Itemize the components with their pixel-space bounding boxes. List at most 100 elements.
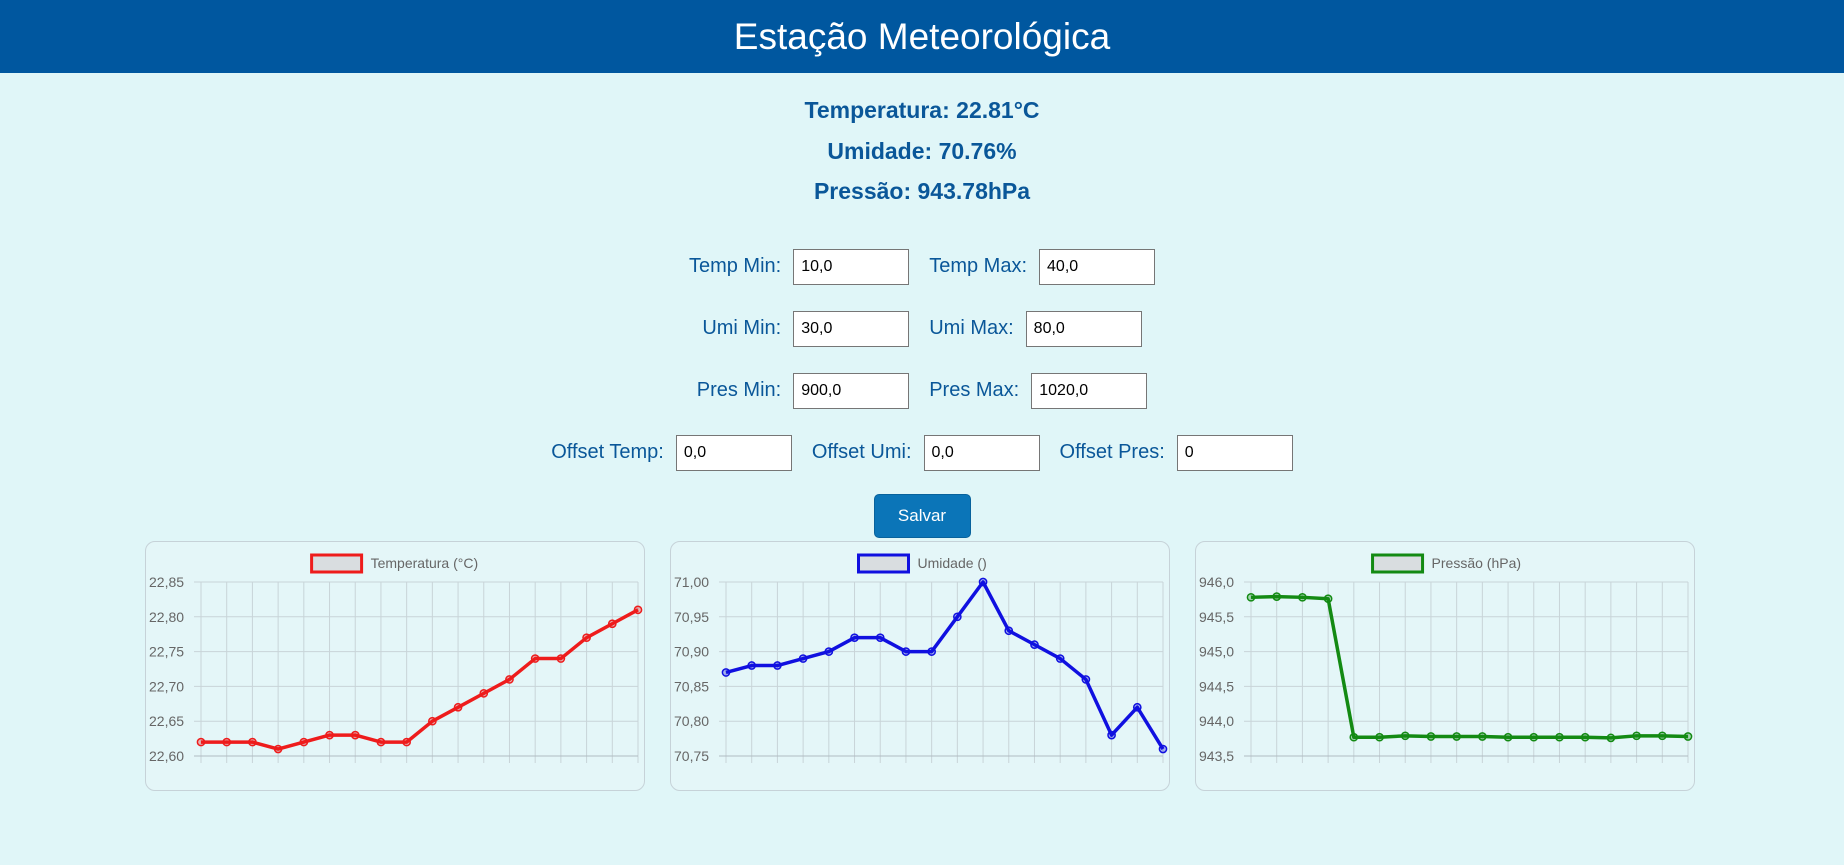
umi-min-input[interactable]	[793, 310, 910, 347]
data-point	[505, 675, 514, 684]
data-point	[927, 647, 936, 656]
data-point	[1272, 592, 1282, 601]
y-tick-label: 22,75	[149, 644, 184, 660]
data-point	[1503, 732, 1513, 742]
chart-legend: Umidade ()	[857, 553, 987, 574]
charts-area: Temperatura (°C) 22,60 22,65 22,70 22,75 22,8…	[145, 541, 1695, 791]
data-point	[798, 654, 808, 663]
legend-swatch	[1371, 553, 1425, 574]
data-point	[824, 647, 834, 656]
y-tick-label: 70,85	[674, 678, 709, 694]
data-point	[376, 737, 386, 747]
series-line	[725, 580, 1165, 750]
legend-swatch	[310, 553, 364, 574]
data-point	[582, 633, 591, 643]
data-point	[1323, 594, 1333, 604]
data-point	[875, 633, 885, 643]
settings-form: Temp Min: Temp Max: Umi Min: Umi Max: Pr…	[0, 236, 1844, 538]
data-point	[773, 661, 782, 670]
chart-grid	[1244, 581, 1689, 763]
data-point	[607, 619, 617, 629]
save-wrap: Salvar	[0, 493, 1844, 538]
app-header: Estação Meteorológica	[0, 0, 1844, 73]
temperature-reading: Temperatura: 22.81°C	[804, 97, 1040, 123]
data-point	[1555, 732, 1564, 742]
data-point	[747, 661, 757, 670]
chart-legend: Pressão (hPa)	[1371, 553, 1521, 574]
data-point	[1055, 654, 1065, 663]
data-point	[1349, 732, 1359, 742]
data-point	[1529, 732, 1539, 742]
data-point	[978, 577, 988, 587]
offsets-row: Offset Temp: Offset Umi: Offset Pres:	[0, 422, 1844, 484]
offset-temp-input[interactable]	[675, 434, 792, 471]
data-point	[299, 737, 309, 747]
offset-pres-input[interactable]	[1176, 434, 1293, 471]
umi-limits-row: Umi Min: Umi Max:	[0, 298, 1844, 360]
temp-max-field: Temp Max:	[929, 248, 1156, 285]
y-tick-label: 22,70	[149, 678, 184, 694]
data-point	[1580, 732, 1590, 742]
data-point	[850, 633, 859, 643]
data-point	[1030, 640, 1039, 649]
pres-min-label: Pres Min:	[696, 379, 782, 401]
data-point	[196, 737, 206, 747]
data-point	[325, 730, 334, 740]
humidity-chart-svg: Umidade () 70,75 70,80 70,85 70,90 70,95 71,00	[674, 553, 1168, 764]
offset-umi-label: Offset Umi:	[811, 441, 912, 463]
series-line	[201, 608, 639, 751]
offset-umi-field: Offset Umi:	[811, 434, 1040, 471]
legend-label: Pressão (hPa)	[1432, 555, 1521, 571]
data-point	[1606, 733, 1616, 743]
data-point	[1246, 592, 1256, 602]
data-point	[402, 737, 411, 747]
y-tick-label: 943,5	[1199, 748, 1234, 764]
y-tick-label: 22,80	[149, 609, 184, 625]
data-point	[633, 605, 643, 615]
data-point	[530, 654, 540, 663]
pres-min-field: Pres Min:	[696, 372, 910, 409]
data-point	[428, 716, 437, 726]
data-point	[1426, 732, 1436, 741]
y-tick-label: 22,85	[149, 574, 184, 590]
temp-max-label: Temp Max:	[929, 255, 1028, 277]
offset-pres-label: Offset Pres:	[1059, 441, 1165, 463]
data-point	[1004, 626, 1014, 636]
data-point	[901, 647, 911, 656]
data-point	[1683, 732, 1693, 741]
page-title: Estação Meteorológica	[733, 15, 1111, 57]
data-point	[1375, 732, 1384, 742]
temp-min-label: Temp Min:	[688, 255, 782, 277]
y-tick-label: 22,60	[149, 748, 184, 764]
pres-max-field: Pres Max:	[929, 372, 1148, 409]
data-point	[1478, 732, 1487, 741]
pressure-chart: Pressão (hPa) 943,5 944,0 944,5 945,0 945,5 94…	[1195, 541, 1695, 791]
y-tick-label: 70,95	[674, 609, 709, 625]
pres-limits-row: Pres Min: Pres Max:	[0, 360, 1844, 422]
data-point	[222, 737, 232, 747]
temperature-chart-svg: Temperatura (°C) 22,60 22,65 22,70 22,75 22,8…	[149, 553, 643, 764]
data-point	[248, 737, 257, 747]
data-point	[1400, 731, 1410, 741]
data-point	[1452, 732, 1461, 741]
save-button[interactable]: Salvar	[873, 493, 971, 538]
temp-min-input[interactable]	[793, 248, 910, 285]
data-point	[556, 654, 566, 663]
y-tick-label: 70,75	[674, 748, 709, 764]
legend-swatch	[857, 553, 910, 574]
umi-min-label: Umi Min:	[702, 317, 782, 339]
chart-legend: Temperatura (°C)	[310, 553, 478, 574]
current-readings: Temperatura: 22.81°C Umidade: 70.76% Pre…	[0, 90, 1844, 212]
pressure-reading: Pressão: 943.78hPa	[813, 178, 1031, 204]
pres-max-label: Pres Max:	[929, 379, 1020, 401]
temperature-chart: Temperatura (°C) 22,60 22,65 22,70 22,75 22,8…	[145, 541, 645, 791]
temp-max-input[interactable]	[1039, 248, 1156, 285]
data-point	[1132, 702, 1142, 712]
pres-max-input[interactable]	[1031, 372, 1148, 409]
pres-min-input[interactable]	[793, 372, 910, 409]
data-point	[1107, 730, 1116, 740]
y-tick-label: 944,5	[1199, 678, 1234, 694]
chart-grid	[194, 581, 639, 763]
umi-max-input[interactable]	[1025, 310, 1142, 347]
offset-umi-input[interactable]	[923, 434, 1040, 471]
